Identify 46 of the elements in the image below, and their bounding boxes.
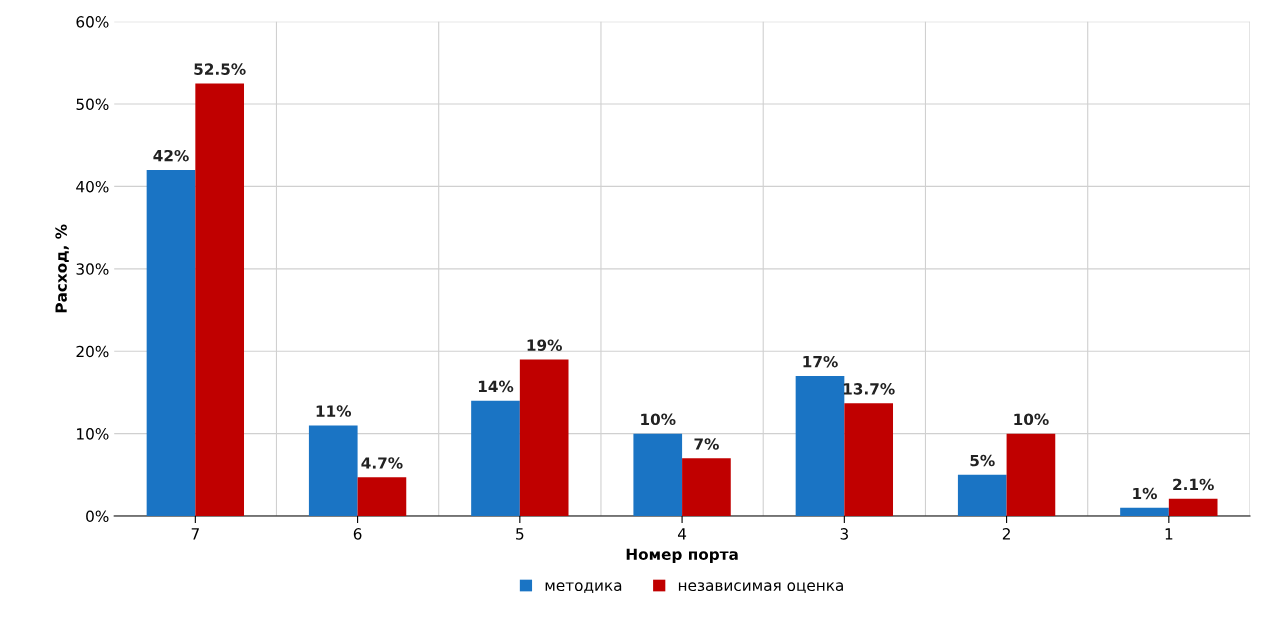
x-tick-label: 1 [1165, 528, 1173, 540]
x-tick-label: 5 [516, 528, 524, 540]
x-tick-label: 7 [191, 528, 199, 540]
data-label: 5% [970, 454, 995, 467]
data-label: 4.7% [361, 457, 403, 469]
bar [633, 433, 683, 517]
legend-label: методика [545, 582, 622, 593]
bar [519, 359, 569, 517]
bar [1006, 433, 1056, 517]
bar [471, 400, 520, 517]
y-tick-label: 0% [86, 510, 109, 523]
bar [195, 83, 245, 517]
x-tick-label: 3 [840, 528, 848, 540]
bar [146, 169, 196, 517]
bar [357, 477, 407, 517]
data-label: 1% [1133, 487, 1157, 500]
bar [1168, 498, 1218, 517]
data-label: 10% [641, 413, 676, 426]
y-axis-title: Расход, % [55, 224, 69, 313]
y-tick-label: 30% [76, 263, 109, 275]
data-label: 17% [803, 355, 838, 368]
x-tick-label: 4 [677, 528, 687, 540]
data-label: 11% [316, 405, 352, 417]
bar [795, 375, 845, 517]
bar [957, 474, 1007, 517]
bar [308, 425, 358, 517]
data-label: 42% [153, 149, 189, 162]
y-tick-label: 10% [77, 428, 109, 440]
legend-label: независимая оценка [678, 582, 843, 593]
data-label: 2.1% [1173, 478, 1214, 491]
data-label: 14% [478, 380, 514, 393]
bar [1120, 507, 1169, 517]
bar [844, 403, 894, 517]
y-tick-label: 40% [76, 180, 109, 193]
x-axis-title: Номер порта [626, 548, 738, 563]
y-tick-label: 60% [76, 16, 109, 28]
y-tick-label: 20% [76, 345, 109, 358]
data-label: 13.7% [843, 383, 895, 395]
data-label: 10% [1014, 413, 1049, 426]
bar [682, 458, 731, 517]
data-label: 7% [694, 438, 719, 450]
data-label: 52.5% [194, 63, 246, 75]
x-tick-label: 2 [1002, 528, 1010, 540]
y-tick-label: 50% [76, 98, 109, 111]
data-label: 19% [527, 339, 562, 351]
x-tick-label: 6 [353, 528, 362, 540]
